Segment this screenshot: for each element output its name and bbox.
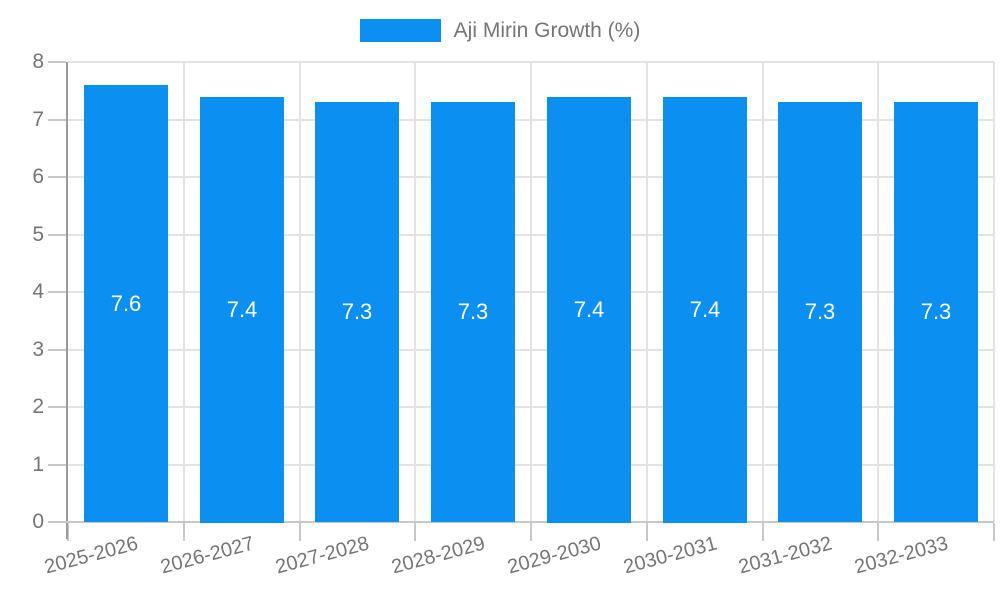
bar-value-label: 7.4 <box>573 297 605 322</box>
v-gridline <box>993 62 995 522</box>
v-gridline <box>762 62 764 522</box>
y-axis-tick-label: 4 <box>32 280 44 303</box>
y-tick <box>48 176 66 178</box>
y-axis-tick-label: 6 <box>32 165 44 188</box>
bar: 7.3 <box>778 102 862 522</box>
y-tick <box>48 234 66 236</box>
x-tick <box>67 523 69 541</box>
x-tick <box>877 523 879 541</box>
y-axis-tick-label: 8 <box>32 50 44 73</box>
legend: Aji Mirin Growth (%) <box>0 19 1000 42</box>
bar: 7.3 <box>431 102 515 522</box>
x-tick <box>299 523 301 541</box>
x-axis-line <box>66 521 994 523</box>
y-tick <box>48 61 66 63</box>
bar: 7.4 <box>200 97 284 523</box>
y-tick <box>48 406 66 408</box>
bar-value-label: 7.6 <box>110 290 142 316</box>
y-axis-tick-label: 1 <box>32 453 44 476</box>
y-axis-tick-label: 5 <box>32 223 44 246</box>
x-tick <box>183 523 185 541</box>
bar-value-label: 7.4 <box>689 297 721 322</box>
v-gridline <box>414 62 416 522</box>
y-axis-tick-label: 7 <box>32 108 44 131</box>
x-tick <box>762 523 764 541</box>
bar: 7.4 <box>663 97 747 523</box>
y-tick <box>48 119 66 121</box>
bar-value-label: 7.3 <box>341 299 373 324</box>
bar: 7.3 <box>894 102 978 522</box>
x-tick <box>993 523 995 541</box>
bar-value-label: 7.3 <box>457 299 489 324</box>
v-gridline <box>646 62 648 522</box>
bar: 7.4 <box>547 97 631 523</box>
legend-label: Aji Mirin Growth (%) <box>453 19 641 42</box>
legend-color-swatch <box>359 19 441 42</box>
y-tick <box>48 521 66 523</box>
bar-value-label: 7.4 <box>226 297 258 322</box>
bar-value-label: 7.3 <box>804 299 836 324</box>
x-tick <box>646 523 648 541</box>
x-tick <box>530 523 532 541</box>
v-gridline <box>183 62 185 522</box>
bar: 7.3 <box>315 102 399 522</box>
x-tick <box>414 523 416 541</box>
v-gridline <box>530 62 532 522</box>
v-gridline <box>877 62 879 522</box>
y-axis-tick-label: 0 <box>32 510 44 533</box>
x-axis-tick-label-text: 2032-2033 <box>852 532 951 579</box>
y-tick <box>48 464 66 466</box>
y-axis-tick-label: 3 <box>32 338 44 361</box>
y-tick <box>48 349 66 351</box>
y-axis-line <box>66 62 68 539</box>
bar: 7.6 <box>84 85 168 522</box>
x-axis-tick-label: 2032-2033 <box>718 532 951 578</box>
y-tick <box>48 291 66 293</box>
v-gridline <box>299 62 301 522</box>
y-axis-tick-label: 2 <box>32 395 44 418</box>
bar-value-label: 7.3 <box>920 299 952 324</box>
